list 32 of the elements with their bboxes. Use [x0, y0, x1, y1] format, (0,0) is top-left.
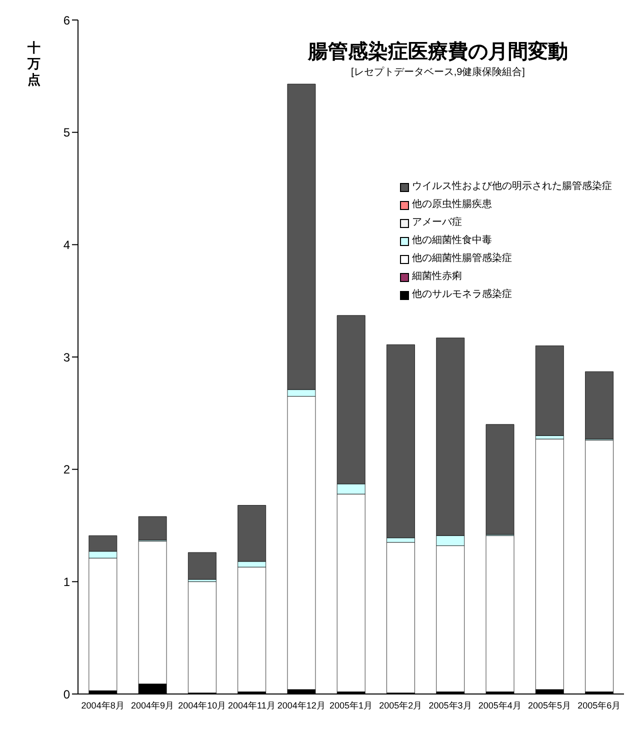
bar [188, 552, 216, 580]
x-tick-label: 2005年6月 [578, 700, 621, 710]
legend-label: 他の細菌性腸管感染症 [412, 252, 512, 266]
x-tick-label: 2004年12月 [277, 700, 326, 710]
y-tick-label: 2 [63, 462, 70, 477]
x-tick-label: 2005年1月 [329, 700, 373, 710]
x-tick-label: 2004年10月 [178, 700, 226, 710]
legend-label: 他の細菌性食中毒 [412, 234, 492, 248]
legend-label: 他の原虫性腸疾患 [412, 198, 492, 212]
x-tick-label: 2004年8月 [81, 700, 124, 710]
y-tick-label: 6 [63, 13, 70, 28]
x-tick-label: 2004年9月 [130, 700, 174, 710]
y-tick-label: 1 [63, 574, 70, 589]
legend-label: アメーバ症 [412, 216, 462, 230]
legend-label: 細菌性赤痢 [412, 270, 462, 284]
bar [535, 438, 564, 690]
text: [レセプトデータベース,9健康保険組合] [350, 66, 526, 79]
y-axis-title: 十万点 [26, 40, 42, 88]
x-tick-label: 2005年2月 [379, 700, 422, 710]
x-tick-label: 2005年4月 [478, 700, 522, 710]
y-tick-label: 5 [63, 126, 70, 140]
x-tick-label: 2005年5月 [528, 700, 572, 710]
y-tick-label: 0 [63, 687, 70, 702]
y-tick-label: 4 [63, 238, 70, 252]
text: 腸管感染症医療費の月間変動 [306, 40, 569, 65]
bar [386, 344, 415, 538]
legend-label: ウイルス性および他の明示された腸管感染症 [412, 180, 612, 194]
y-tick-label: 3 [63, 350, 70, 364]
x-tick-label: 2005年3月 [428, 700, 472, 710]
x-tick-label: 2004年11月 [228, 700, 276, 710]
legend-label: 他のサルモネラ感染症 [412, 288, 512, 302]
bar [535, 346, 564, 436]
